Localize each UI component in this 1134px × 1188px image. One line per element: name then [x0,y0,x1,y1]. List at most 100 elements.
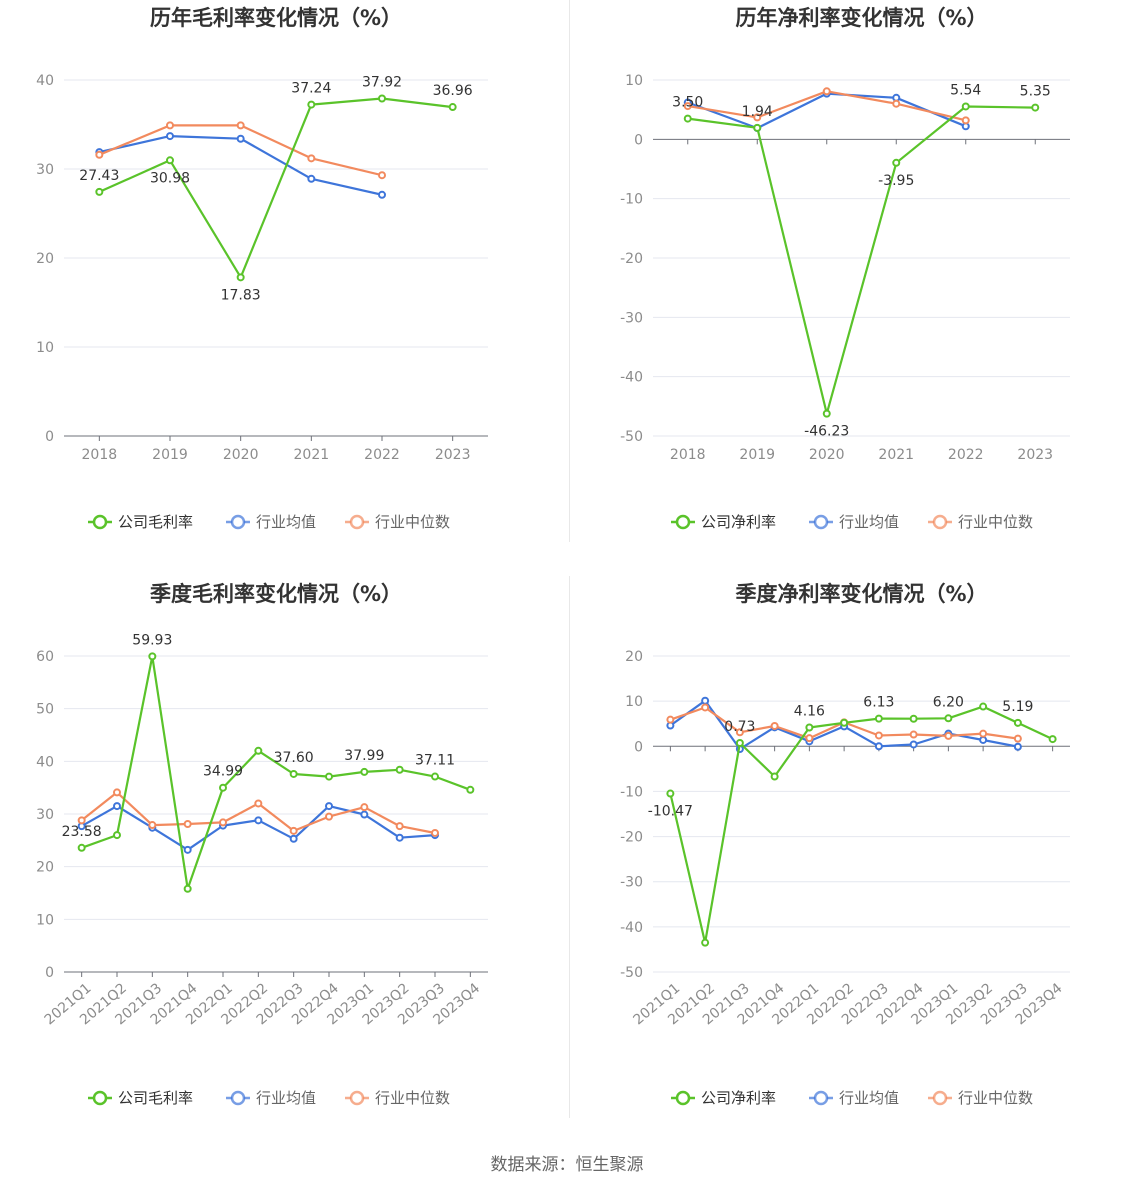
legend-marker-industry-avg [230,1090,246,1106]
panel-divider-top [569,0,570,542]
x-tick-label: 2019 [152,447,188,463]
data-point-company [395,765,404,774]
data-point-company [874,714,883,723]
data-label: 5.54 [950,82,981,98]
data-source-note: 数据来源：恒生聚源 [490,1155,644,1175]
y-tick-label: 10 [36,912,54,928]
y-tick-label: 0 [45,965,54,981]
data-label: 37.99 [344,748,384,764]
data-point-industry-median [666,715,675,724]
data-point-company [431,772,439,781]
data-point-industry-median [395,822,404,831]
legend-item-company[interactable]: 公司毛利率 [88,513,193,531]
data-label: 4.16 [794,704,825,720]
y-tick-label: -30 [620,875,643,891]
x-tick-label: 2021 [294,447,330,463]
legend-item-industry-avg[interactable]: 行业均值 [226,513,316,531]
y-tick-label: 30 [36,162,54,178]
y-tick-label: 10 [36,340,54,356]
data-point-industry-median [431,828,439,837]
data-point-industry-median [701,703,710,712]
y-tick-label: 20 [36,251,54,267]
data-point-industry-median [892,99,901,108]
data-point-company [944,714,953,723]
data-point-company [166,156,174,165]
data-point-industry-median [307,154,316,163]
data-point-industry-median [95,150,104,159]
chart-quarterly-net-margin: 季度净利率变化情况（%）-50-40-30-20-10010202021Q120… [620,582,1070,1107]
chart-title: 季度毛利率变化情况（%） [150,582,402,606]
legend-item-industry-avg[interactable]: 行业均值 [809,513,899,531]
series-line-company [81,655,471,890]
data-point-industry-avg [113,802,121,811]
data-point-industry-avg [701,696,710,705]
y-tick-label: -40 [620,920,643,936]
x-tick-label: 2019 [739,447,775,463]
y-tick-label: -40 [620,370,643,386]
legend-item-industry-median[interactable]: 行业中位数 [345,513,450,531]
data-label: 3.50 [672,95,703,111]
data-point-industry-median [289,826,298,835]
legend-label-industry-median: 行业中位数 [958,1089,1033,1107]
legend-label-industry-median: 行业中位数 [375,513,450,531]
legend-item-industry-avg[interactable]: 行业均值 [226,1089,316,1107]
x-tick-label: 2018 [670,447,706,463]
data-point-industry-avg [307,174,316,183]
data-point-industry-median [822,87,831,96]
data-point-industry-median [360,803,369,812]
x-tick-label: 2022 [948,447,984,463]
data-point-industry-median [683,102,692,111]
data-point-company [840,718,849,727]
data-point-industry-median [979,729,988,738]
data-point-industry-avg [979,735,988,744]
legend-item-industry-median[interactable]: 行业中位数 [345,1089,450,1107]
chart-panel-annual-gross-margin: 历年毛利率变化情况（%） 0 10 20 30 40 2018 2019 2020 2021 202… [0,0,567,570]
legend-item-company[interactable]: 公司净利率 [671,513,776,531]
data-label: -46.23 [804,424,849,440]
series-line-industry-avg [81,805,436,851]
legend-item-company[interactable]: 公司毛利率 [88,1089,193,1107]
legend-item-industry-avg[interactable]: 行业均值 [809,1089,899,1107]
data-label: 37.24 [291,81,331,97]
legend-marker-industry-avg [813,514,829,530]
data-point-company [148,652,157,661]
data-point-industry-avg [378,190,386,199]
data-point-company [961,102,970,111]
data-label: -10.47 [648,804,693,820]
data-point-company [683,114,692,123]
data-point-industry-median [148,821,157,830]
data-point-company [254,746,263,755]
data-point-company [770,772,779,781]
data-point-industry-median [874,731,883,740]
data-point-industry-median [77,816,86,825]
data-label: 37.92 [362,75,402,91]
data-point-industry-avg [236,134,245,143]
legend-item-industry-median[interactable]: 行业中位数 [928,1089,1033,1107]
data-point-company [666,789,675,798]
chart-panel-annual-net-margin: 历年净利率变化情况（%） -50 -40 -30 -20 -10 0 10 2018 2019 20… [567,0,1134,570]
data-point-company [289,769,298,778]
legend-item-company[interactable]: 公司净利率 [671,1089,776,1107]
y-tick-label: -20 [620,251,643,267]
data-point-company [378,94,386,103]
x-tick-label: 2021 [878,447,914,463]
legend-marker-company [92,1090,108,1106]
data-point-industry-median [805,734,814,743]
legend-label-industry-avg: 行业均值 [256,513,316,531]
data-point-industry-median [236,121,245,130]
data-label: 34.99 [203,764,243,780]
series-line-industry-median [98,124,383,177]
legend-item-industry-median[interactable]: 行业中位数 [928,513,1033,531]
data-label: 59.93 [132,632,172,648]
legend-marker-industry-median [349,1090,365,1106]
data-point-industry-median [735,728,744,737]
chart-title: 季度净利率变化情况（%） [735,582,987,606]
y-tick-label: -50 [620,965,643,981]
data-point-industry-median [909,730,918,739]
data-point-company [183,884,192,893]
chart-panel-quarterly-gross-margin: 季度毛利率变化情况（%） 0 10 20 30 40 50 60 2021Q1 2021Q2 202… [0,576,567,1146]
legend-label-company: 公司毛利率 [118,513,193,531]
data-point-industry-median [961,116,970,125]
data-point-industry-median [254,799,263,808]
y-tick-label: 40 [36,754,54,770]
